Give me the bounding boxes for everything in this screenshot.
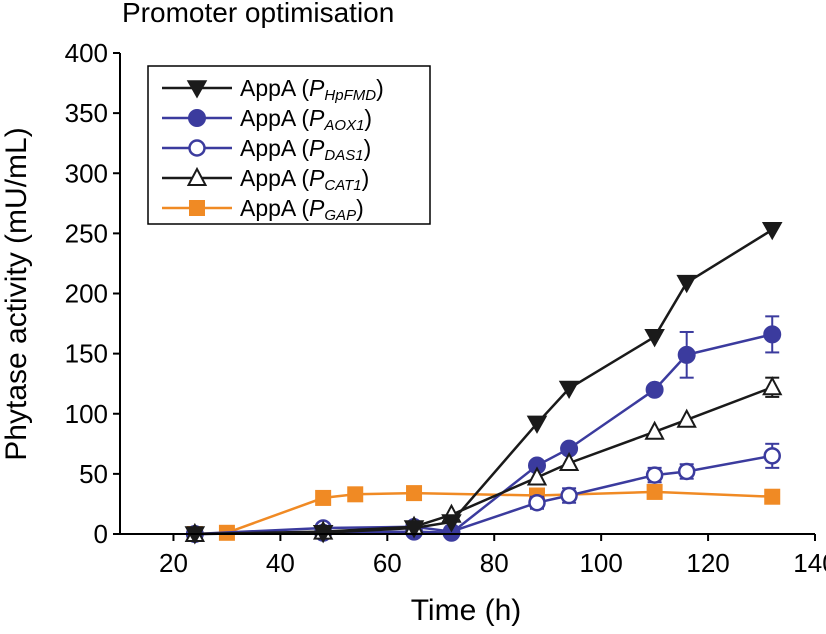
legend-label-part: AppA ( — [240, 165, 309, 191]
y-tick-label: 350 — [65, 98, 108, 128]
legend-entry: AppA (PGAP) — [162, 195, 364, 224]
y-tick-label: 250 — [65, 218, 108, 248]
x-tick-label: 20 — [159, 548, 188, 578]
series-2 — [185, 315, 782, 543]
legend-label-part: ) — [376, 75, 384, 101]
x-tick-label: 100 — [579, 548, 622, 578]
chart-title: Promoter optimisation — [122, 0, 394, 28]
data-point — [558, 451, 580, 472]
data-point — [764, 488, 781, 505]
y-axis-label: Phytase activity (mU/mL) — [0, 127, 33, 460]
legend-label-part: ) — [362, 165, 370, 191]
x-tick-label: 80 — [480, 548, 509, 578]
data-point — [762, 376, 783, 396]
legend-label-part: ) — [364, 105, 372, 131]
x-tick-label: 120 — [686, 548, 729, 578]
legend-label-part: GAP — [324, 207, 356, 224]
legend-label: AppA (PDAS1) — [240, 135, 371, 164]
legend-label-part: P — [309, 135, 325, 161]
plot-area — [184, 222, 783, 545]
y-tick-label: 200 — [65, 279, 108, 309]
data-point — [645, 380, 664, 399]
data-point — [763, 447, 781, 465]
data-point — [677, 345, 696, 364]
legend-entry: AppA (PAOX1) — [162, 105, 372, 134]
data-point — [676, 408, 697, 428]
data-point — [403, 520, 425, 539]
y-tick-label: 0 — [94, 519, 108, 549]
legend-marker — [189, 200, 205, 216]
data-point — [644, 420, 665, 440]
series-1 — [184, 222, 783, 545]
data-point — [644, 329, 665, 348]
legend-label: AppA (PHpFMD) — [240, 75, 384, 104]
y-tick-label: 100 — [65, 399, 108, 429]
axes: 0 50 100 150 200 250 300 350 400 20 40 60 80 100 120 14… — [65, 38, 826, 578]
y-tick-label: 150 — [65, 339, 108, 369]
y-tick-label: 50 — [79, 459, 108, 489]
y-tick-label: 400 — [65, 38, 108, 68]
data-point — [406, 485, 423, 502]
x-tick-label: 140 — [793, 548, 826, 578]
x-tick-label: 60 — [373, 548, 402, 578]
data-point — [645, 466, 664, 484]
data-point — [315, 489, 332, 506]
series-line — [194, 490, 773, 536]
legend-label-part: AppA ( — [240, 105, 309, 131]
legend-label-part: CAT1 — [324, 177, 361, 194]
legend-label-part: P — [309, 165, 325, 191]
legend-label-part: AppA ( — [240, 195, 309, 221]
legend-marker — [188, 139, 206, 157]
legend-label-part: AppA ( — [240, 75, 309, 101]
legend-marker — [186, 166, 208, 186]
legend-label-part: HpFMD — [324, 87, 376, 104]
legend-marker — [186, 80, 208, 99]
legend-label-part: P — [309, 75, 325, 101]
legend-label-part: DAS1 — [324, 147, 363, 164]
legend: AppA (PHpFMD)AppA (PAOX1)AppA (PDAS1)App… — [147, 65, 431, 225]
legend-label-part: ) — [356, 195, 364, 221]
legend-label: AppA (PCAT1) — [240, 165, 369, 194]
data-point — [646, 483, 663, 500]
data-point — [347, 486, 364, 503]
legend-label-part: P — [309, 195, 325, 221]
legend-label-part: ) — [364, 135, 372, 161]
legend-label-part: AOX1 — [323, 117, 364, 134]
legend-label-part: P — [309, 105, 325, 131]
data-point — [763, 325, 782, 344]
legend-entry: AppA (PHpFMD) — [162, 75, 384, 104]
legend-entry: AppA (PCAT1) — [162, 165, 369, 194]
y-tick-label: 300 — [65, 158, 108, 188]
data-point — [526, 466, 548, 486]
data-point — [560, 486, 578, 505]
legend-entry: AppA (PDAS1) — [162, 135, 371, 164]
data-point — [677, 462, 696, 481]
data-point — [761, 222, 783, 241]
data-point — [558, 380, 580, 400]
legend-label: AppA (PGAP) — [240, 195, 364, 224]
x-axis-label: Time (h) — [411, 594, 522, 627]
legend-marker — [188, 109, 206, 127]
x-tick-label: 40 — [266, 548, 295, 578]
legend-label: AppA (PAOX1) — [240, 105, 372, 134]
data-point — [441, 514, 462, 533]
data-point — [528, 493, 546, 512]
data-point — [526, 415, 548, 434]
data-point — [676, 274, 697, 294]
legend-label-part: AppA ( — [240, 135, 309, 161]
series-line — [194, 333, 773, 536]
